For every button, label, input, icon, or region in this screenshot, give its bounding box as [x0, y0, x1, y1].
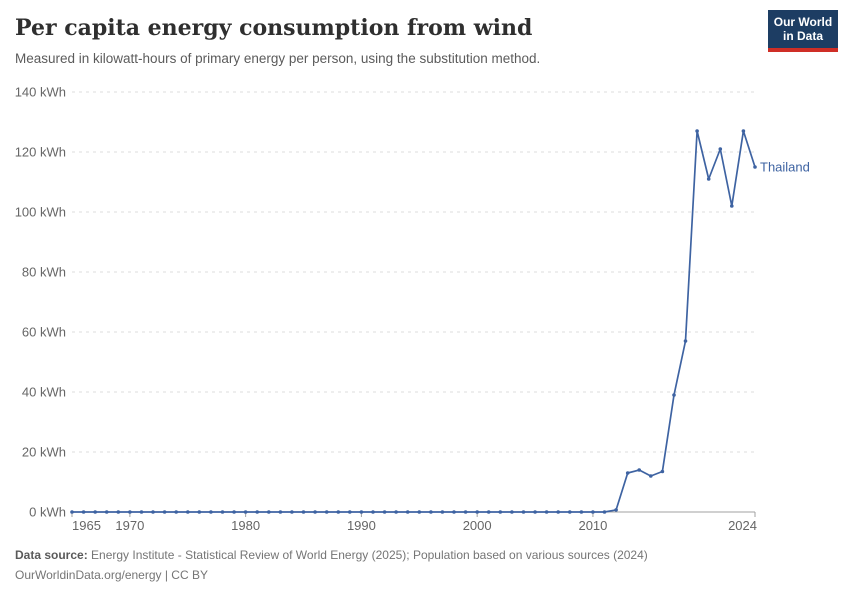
x-tick-label: 1990 — [347, 518, 376, 533]
data-point-marker — [174, 510, 178, 514]
data-point-marker — [255, 510, 259, 514]
data-point-marker — [359, 510, 364, 514]
data-point-marker — [382, 510, 387, 514]
data-source-text: Energy Institute - Statistical Review of… — [87, 548, 648, 562]
data-point-marker — [741, 129, 746, 133]
y-tick-label: 40 kWh — [22, 385, 66, 400]
data-point-marker — [672, 393, 676, 397]
data-point-marker — [220, 510, 225, 514]
owid-logo-line2: in Data — [782, 29, 823, 43]
y-tick-label: 60 kWh — [22, 325, 66, 340]
data-point-marker — [521, 510, 526, 514]
data-point-marker — [116, 510, 121, 514]
y-tick-label: 20 kWh — [22, 445, 66, 460]
y-tick-label: 0 kWh — [29, 505, 66, 520]
page-title: Per capita energy consumption from wind — [15, 15, 533, 41]
x-tick-label: 1970 — [115, 518, 144, 533]
data-point-marker — [81, 510, 86, 514]
series-label: Thailand — [760, 160, 810, 175]
data-point-marker — [405, 510, 410, 514]
data-point-marker — [602, 510, 607, 514]
data-point-marker — [498, 510, 503, 514]
data-point-marker — [753, 165, 757, 169]
data-point-marker — [243, 510, 248, 514]
data-point-marker — [93, 510, 97, 514]
data-point-marker — [104, 510, 109, 514]
data-point-marker — [290, 510, 294, 514]
data-point-marker — [683, 339, 688, 343]
data-point-marker — [162, 510, 167, 514]
x-tick-label: 1965 — [72, 518, 101, 533]
data-point-marker — [486, 510, 491, 514]
data-point-marker — [718, 147, 723, 151]
data-point-marker — [417, 510, 422, 514]
data-point-marker — [301, 510, 306, 514]
data-point-marker — [232, 510, 236, 514]
data-point-marker — [614, 508, 618, 512]
data-point-marker — [186, 510, 190, 514]
x-tick-label: 2000 — [463, 518, 492, 533]
data-point-marker — [533, 510, 537, 514]
data-point-marker — [324, 510, 329, 514]
data-point-marker — [730, 204, 734, 208]
x-tick-label: 2024 — [728, 518, 757, 533]
data-point-marker — [278, 510, 283, 514]
y-tick-label: 100 kWh — [15, 205, 66, 220]
data-point-marker — [510, 510, 514, 514]
owid-logo: Our World in Data — [768, 10, 838, 52]
y-tick-label: 80 kWh — [22, 265, 66, 280]
y-tick-label: 120 kWh — [15, 145, 66, 160]
data-point-marker — [151, 510, 155, 514]
data-point-marker — [348, 510, 352, 514]
data-point-marker — [70, 510, 74, 514]
data-point-marker — [128, 510, 132, 514]
data-point-marker — [475, 510, 480, 514]
data-point-marker — [139, 510, 144, 514]
data-source-line: Data source: Energy Institute - Statisti… — [15, 545, 835, 565]
data-point-marker — [463, 510, 468, 514]
data-point-marker — [371, 510, 375, 514]
data-point-marker — [197, 510, 202, 514]
data-source-label: Data source: — [15, 548, 88, 562]
data-point-marker — [452, 510, 456, 514]
series-line-thailand — [72, 130, 756, 513]
data-point-marker — [336, 510, 341, 514]
data-point-marker — [695, 129, 699, 133]
data-point-marker — [649, 474, 653, 478]
data-point-marker — [209, 510, 213, 514]
data-point-marker — [267, 510, 271, 514]
x-tick-label: 1980 — [231, 518, 260, 533]
chart-subtitle: Measured in kilowatt-hours of primary en… — [15, 51, 541, 66]
data-point-marker — [637, 468, 641, 472]
data-point-marker — [440, 510, 445, 514]
attribution-line: OurWorldinData.org/energy | CC BY — [15, 568, 208, 582]
data-point-marker — [625, 471, 630, 475]
data-point-marker — [313, 510, 317, 514]
data-point-marker — [568, 510, 572, 514]
data-point-marker — [591, 510, 595, 514]
data-point-marker — [429, 510, 433, 514]
chart-footer: Data source: Energy Institute - Statisti… — [15, 545, 835, 585]
y-tick-label: 140 kWh — [15, 85, 66, 100]
x-tick-label: 2010 — [578, 518, 607, 533]
data-point-marker — [579, 510, 584, 514]
data-point-marker — [394, 510, 398, 514]
owid-logo-line1: Our World — [773, 15, 833, 29]
data-point-marker — [556, 510, 560, 514]
data-point-marker — [660, 469, 665, 474]
data-point-marker — [706, 177, 711, 181]
data-point-marker — [544, 510, 549, 514]
